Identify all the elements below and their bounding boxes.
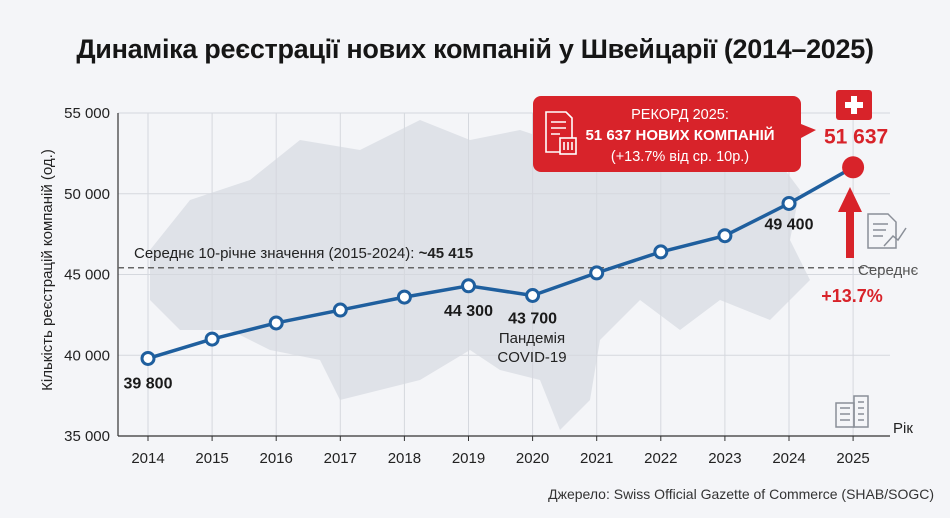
covid-annotation-line2: COVID-19 <box>497 349 566 366</box>
swiss-flag-icon <box>836 90 872 120</box>
average-label: Середнє 10-річне значення (2015-2024): ~… <box>134 245 473 262</box>
line-layer <box>140 156 865 366</box>
data-point <box>332 302 348 318</box>
y-tick-label: 50 000 <box>64 186 110 203</box>
y-axis-label: Кількість реєстрацій компаній (од.) <box>39 149 56 391</box>
data-point <box>204 331 220 347</box>
chart-title: Динаміка реєстрації нових компаній у Шве… <box>76 34 874 64</box>
covid-annotation-line1: Пандемія <box>499 330 565 347</box>
data-label: 44 300 <box>444 303 493 320</box>
growth-arrow <box>838 187 862 258</box>
record-line3: (+13.7% від ср. 10р.) <box>611 149 749 165</box>
record-line2: 51 637 НОВИХ КОМПАНІЙ <box>585 126 774 144</box>
x-tick-label: 2021 <box>580 450 613 467</box>
record-line1: РЕКОРД 2025: <box>631 107 729 123</box>
data-point <box>268 315 284 331</box>
y-tick-label: 55 000 <box>64 105 110 122</box>
record-data-point <box>842 156 865 179</box>
average-label-value: ~45 415 <box>419 245 474 262</box>
data-point <box>461 278 476 294</box>
source-note: Джерело: Swiss Official Gazette of Comme… <box>548 486 934 502</box>
building-icon <box>835 395 869 428</box>
data-point <box>717 228 733 244</box>
data-point <box>396 289 412 305</box>
record-data-label: 51 637 <box>824 125 888 148</box>
data-point <box>653 244 669 260</box>
data-label: 43 700 <box>508 310 557 327</box>
y-tick-label: 35 000 <box>64 428 110 445</box>
label-layer: 39 800 44 300 43 700 49 400 51 637 <box>124 125 889 392</box>
x-tick-label: 2018 <box>388 450 421 467</box>
x-tick-label: 2024 <box>772 450 805 467</box>
data-label: 39 800 <box>124 375 173 392</box>
x-tick-label: 2017 <box>324 450 357 467</box>
x-axis-label: Рік <box>893 420 913 437</box>
x-tick-label: 2020 <box>516 450 549 467</box>
document-building-icon <box>545 111 577 155</box>
data-point <box>589 265 605 281</box>
growth-annotation: +13.7% <box>821 286 883 306</box>
data-label: 49 400 <box>765 216 814 233</box>
x-tick-label: 2023 <box>708 450 741 467</box>
average-label-prefix: Середнє 10-річне значення (2015-2024): <box>134 245 419 262</box>
average-right-label: Середнє <box>858 262 919 279</box>
x-tick-label: 2014 <box>131 450 164 467</box>
x-tick-label: 2022 <box>644 450 677 467</box>
x-tick-label: 2025 <box>836 450 869 467</box>
y-tick-label: 45 000 <box>64 267 110 284</box>
data-point <box>525 287 541 303</box>
data-point <box>781 195 797 211</box>
series-line <box>147 165 854 361</box>
record-callout: РЕКОРД 2025: 51 637 НОВИХ КОМПАНІЙ (+13.… <box>533 96 816 172</box>
x-tick-label: 2015 <box>195 450 228 467</box>
x-tick-label: 2016 <box>260 450 293 467</box>
x-tick-label: 2019 <box>452 450 485 467</box>
axis-layer: 35 000 40 000 45 000 50 000 55 000 2014 2015 20… <box>64 105 890 467</box>
y-tick-label: 40 000 <box>64 347 110 364</box>
data-point <box>140 350 156 366</box>
chart-report-icon <box>867 213 907 249</box>
